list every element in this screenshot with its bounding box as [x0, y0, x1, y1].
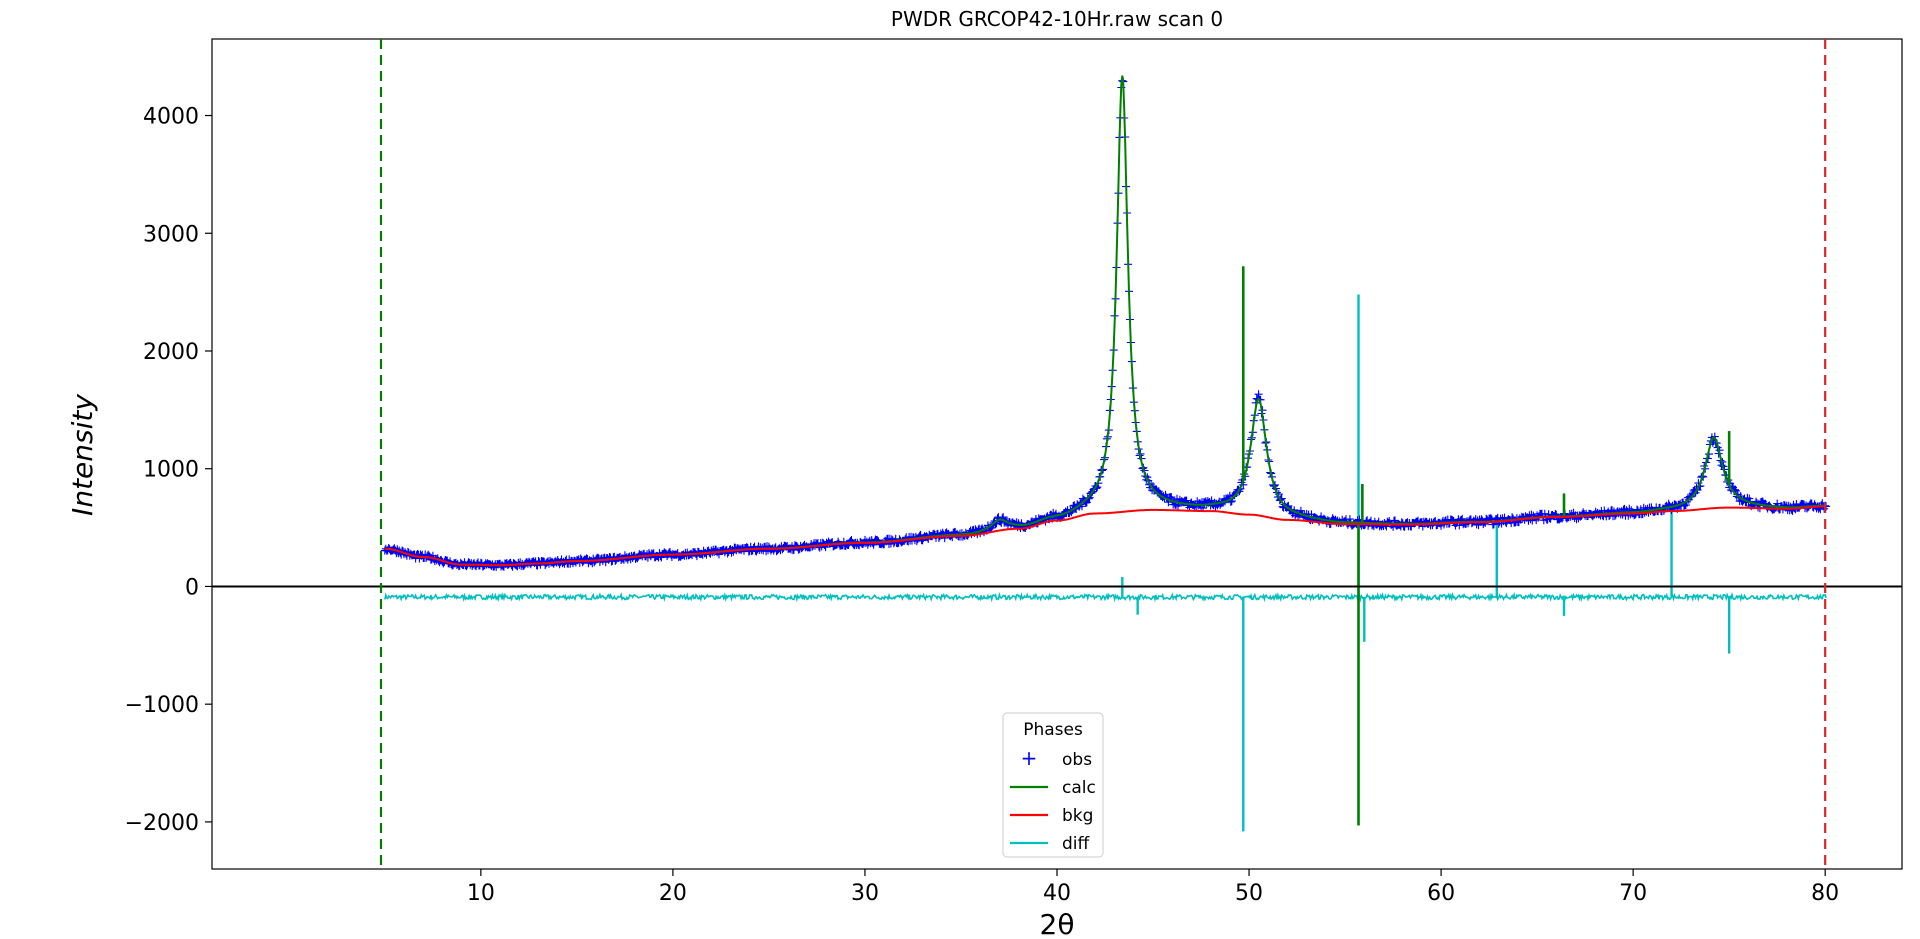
- x-tick-label: 40: [1043, 881, 1071, 906]
- x-tick-label: 60: [1427, 881, 1455, 906]
- x-tick-label: 10: [467, 881, 495, 906]
- x-axis-label: 2θ: [1040, 908, 1075, 939]
- y-tick-label: 3000: [143, 222, 199, 247]
- y-ticks: −2000 −1000 0 1000 2000 3000 4000: [125, 105, 212, 836]
- y-tick-label: 4000: [143, 105, 199, 130]
- y-tick-label: 0: [185, 575, 199, 600]
- legend-diff-label: diff: [1062, 834, 1091, 854]
- x-tick-label: 20: [659, 881, 687, 906]
- legend-obs-label: obs: [1062, 750, 1092, 770]
- legend-box: [1002, 712, 1104, 858]
- y-tick-label: −1000: [125, 693, 199, 718]
- series-layer: [212, 39, 1902, 869]
- y-tick-label: 2000: [143, 340, 199, 365]
- x-tick-label: 80: [1811, 881, 1839, 906]
- chart-title: PWDR GRCOP42-10Hr.raw scan 0: [891, 7, 1223, 31]
- legend-calc-label: calc: [1062, 778, 1096, 798]
- y-axis-label: Intensity: [66, 394, 99, 516]
- legend: Phases + obs calc bkg diff: [1002, 712, 1104, 858]
- x-tick-label: 30: [851, 881, 879, 906]
- y-tick-label: −2000: [125, 811, 199, 836]
- diff-series: [384, 591, 1827, 603]
- legend-obs-marker: +: [1021, 746, 1038, 770]
- legend-title: Phases: [1023, 720, 1083, 740]
- x-tick-label: 70: [1619, 881, 1647, 906]
- bkg-series: [384, 505, 1827, 567]
- legend-bkg-label: bkg: [1062, 806, 1093, 826]
- x-tick-label: 50: [1235, 881, 1263, 906]
- x-ticks: 10 20 30 40 50 60 70 80: [467, 869, 1839, 906]
- y-tick-label: 1000: [143, 458, 199, 483]
